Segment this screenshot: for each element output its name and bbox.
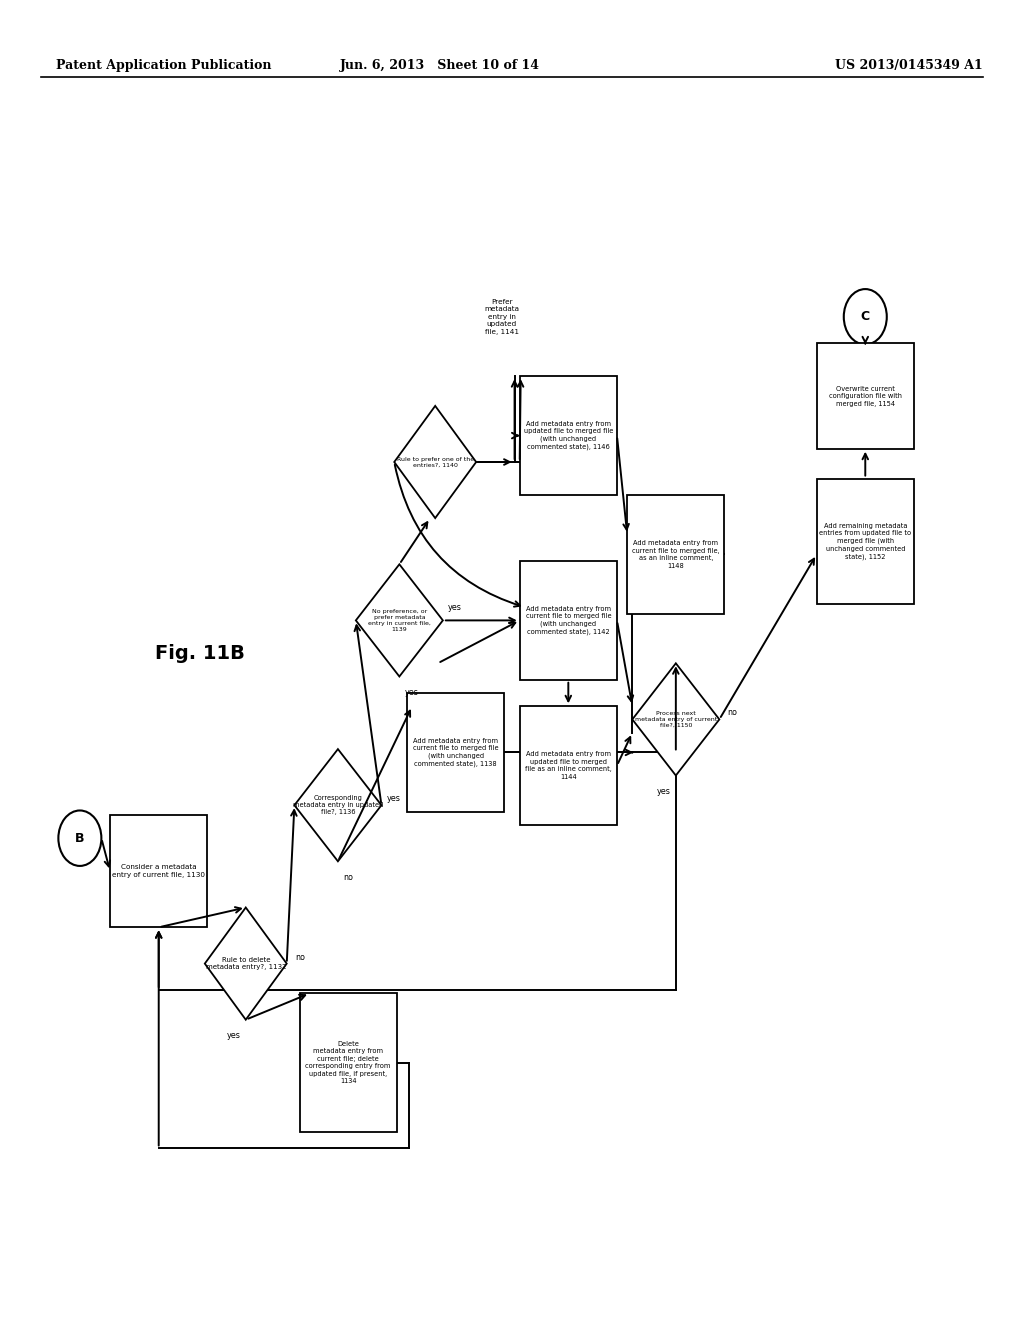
- Text: Process next
metadata entry of current
file?, 1150: Process next metadata entry of current f…: [635, 711, 717, 727]
- Text: yes: yes: [656, 787, 671, 796]
- Text: yes: yes: [387, 795, 400, 803]
- Text: no: no: [343, 873, 353, 882]
- FancyBboxPatch shape: [817, 479, 913, 605]
- Text: Prefer
metadata
entry in
updated
file, 1141: Prefer metadata entry in updated file, 1…: [484, 298, 519, 335]
- Polygon shape: [633, 663, 719, 776]
- Text: no: no: [295, 953, 305, 961]
- FancyBboxPatch shape: [300, 993, 397, 1131]
- FancyBboxPatch shape: [408, 693, 505, 812]
- Text: Add metadata entry from
updated file to merged
file as an inline comment,
1144: Add metadata entry from updated file to …: [525, 751, 611, 780]
- Text: no: no: [727, 709, 737, 717]
- Text: yes: yes: [226, 1031, 241, 1040]
- Text: No preference, or
prefer metadata
entry in current file,
1139: No preference, or prefer metadata entry …: [368, 610, 431, 631]
- Polygon shape: [205, 908, 287, 1019]
- Circle shape: [58, 810, 101, 866]
- FancyBboxPatch shape: [111, 814, 207, 927]
- Polygon shape: [356, 565, 442, 676]
- Text: C: C: [861, 310, 869, 323]
- Text: Consider a metadata
entry of current file, 1130: Consider a metadata entry of current fil…: [113, 865, 205, 878]
- Text: Jun. 6, 2013   Sheet 10 of 14: Jun. 6, 2013 Sheet 10 of 14: [340, 59, 541, 73]
- FancyBboxPatch shape: [627, 495, 725, 614]
- Text: Fig. 11B: Fig. 11B: [155, 644, 245, 663]
- Text: Add metadata entry from
current file to merged file
(with unchanged
commented st: Add metadata entry from current file to …: [525, 606, 611, 635]
- FancyBboxPatch shape: [520, 706, 616, 825]
- Text: Rule to prefer one of the
entries?, 1140: Rule to prefer one of the entries?, 1140: [396, 457, 474, 467]
- Text: yes: yes: [449, 603, 462, 611]
- FancyBboxPatch shape: [520, 376, 616, 495]
- Text: Add metadata entry from
current file to merged file,
as an inline comment,
1148: Add metadata entry from current file to …: [632, 540, 720, 569]
- Text: Add metadata entry from
updated file to merged file
(with unchanged
commented st: Add metadata entry from updated file to …: [523, 421, 613, 450]
- Text: B: B: [75, 832, 85, 845]
- Text: Rule to delete
metadata entry?, 1132: Rule to delete metadata entry?, 1132: [206, 957, 286, 970]
- Text: Add metadata entry from
current file to merged file
(with unchanged
commented st: Add metadata entry from current file to …: [413, 738, 499, 767]
- Polygon shape: [394, 407, 476, 517]
- Text: Overwrite current
configuration file with
merged file, 1154: Overwrite current configuration file wit…: [828, 385, 902, 407]
- FancyBboxPatch shape: [520, 561, 616, 680]
- Text: yes: yes: [404, 688, 419, 697]
- Polygon shape: [295, 750, 381, 861]
- Circle shape: [844, 289, 887, 345]
- Text: US 2013/0145349 A1: US 2013/0145349 A1: [836, 59, 983, 73]
- Text: Patent Application Publication: Patent Application Publication: [56, 59, 271, 73]
- Text: Delete
metadata entry from
current file; delete
corresponding entry from
updated: Delete metadata entry from current file;…: [305, 1041, 391, 1084]
- Text: Add remaining metadata
entries from updated file to
merged file (with
unchanged : Add remaining metadata entries from upda…: [819, 523, 911, 560]
- Text: Corresponding
metadata entry in updated
file?, 1136: Corresponding metadata entry in updated …: [293, 795, 383, 816]
- FancyBboxPatch shape: [817, 343, 913, 449]
